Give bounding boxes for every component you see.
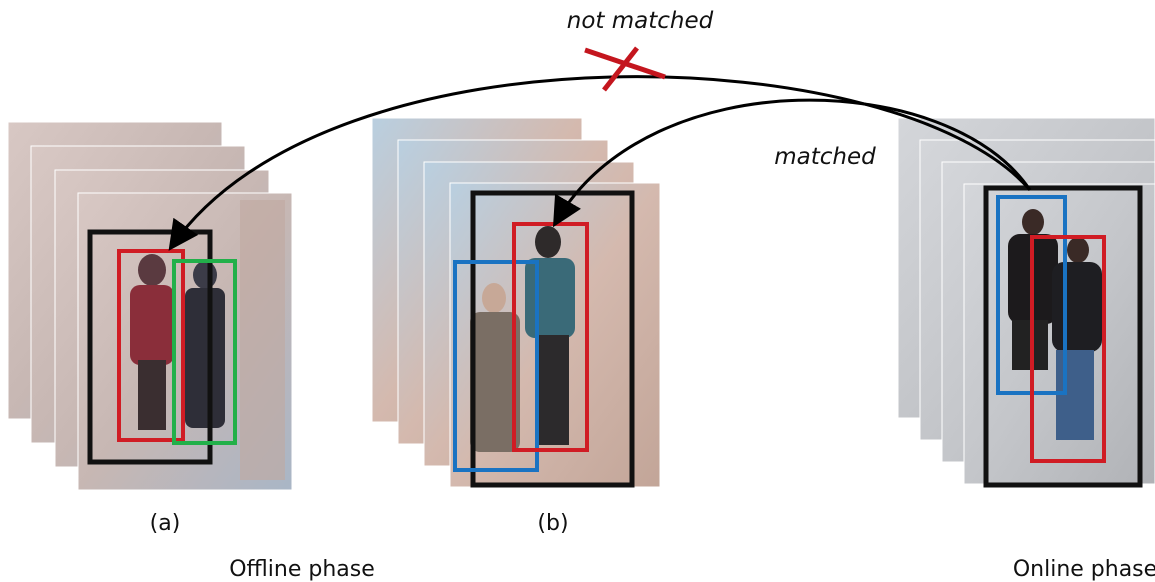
arrow-matched	[552, 98, 1032, 228]
frame-stack-online	[897, 117, 1155, 485]
frame-stack-b	[371, 117, 661, 488]
box-black	[470, 190, 635, 488]
phase-label: Offline phase	[229, 557, 375, 582]
box-red	[1030, 235, 1106, 463]
frame-stack-a	[7, 121, 293, 491]
annotation-not-matched: not matched	[567, 8, 714, 34]
box-black	[87, 229, 213, 465]
box-red	[117, 249, 185, 442]
panel-label: (a)	[150, 511, 181, 536]
annotation-matched: matched	[774, 144, 876, 170]
panel-label: (b)	[537, 511, 568, 536]
box-blue	[453, 260, 539, 472]
box-black	[983, 185, 1143, 488]
box-green	[172, 259, 237, 445]
phase-label: Online phase	[1013, 557, 1155, 582]
box-red	[512, 222, 589, 452]
cross-mark	[584, 46, 666, 92]
